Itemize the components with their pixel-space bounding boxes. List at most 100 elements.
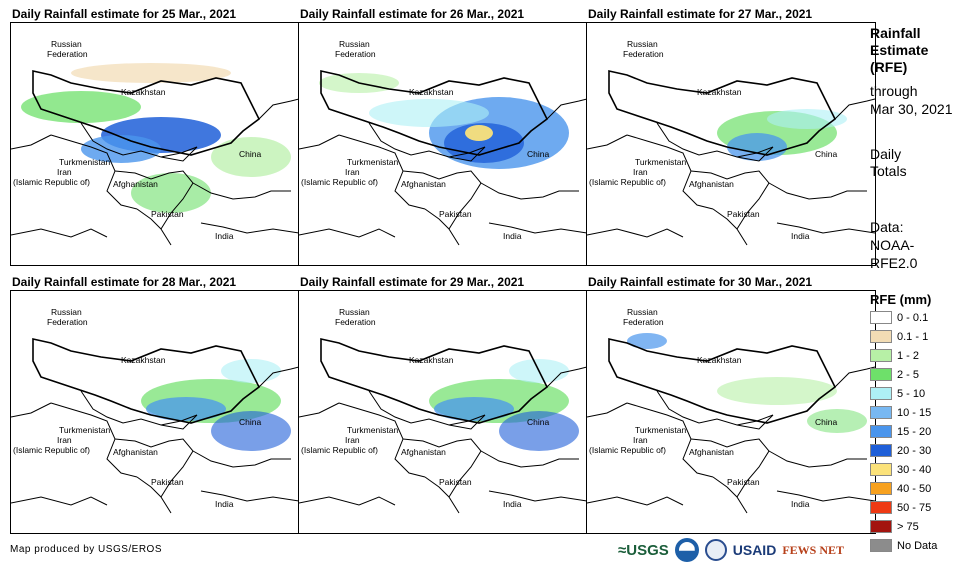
legend-swatch xyxy=(870,368,892,381)
legend-swatch xyxy=(870,444,892,457)
legend-swatch xyxy=(870,501,892,514)
country-border xyxy=(776,222,875,234)
rainfall-area xyxy=(21,91,141,123)
country-border xyxy=(40,376,152,416)
legend-label: 0 - 0.1 xyxy=(897,311,929,324)
country-label: Kazakhstan xyxy=(697,87,742,97)
country-label: Afghanistan xyxy=(689,179,734,189)
rainfall-map-3: Russian Federation Kazakhstan Turkmenistan C… xyxy=(586,22,876,266)
country-border xyxy=(736,146,774,162)
fews-net-logo: FEWS NET xyxy=(782,542,844,557)
country-border xyxy=(136,208,162,230)
country-border xyxy=(338,134,426,210)
country-border xyxy=(328,376,440,416)
country-border xyxy=(114,438,194,514)
country-border xyxy=(368,390,486,426)
country-border xyxy=(299,496,396,506)
rainfall-area xyxy=(131,173,211,213)
country-label: (Islamic Republic of) xyxy=(589,177,666,187)
sidebar-data-3: RFE2.0 xyxy=(870,255,918,271)
country-label: Iran xyxy=(345,167,360,177)
legend-item: 15 - 20 xyxy=(870,423,931,440)
country-label: (Islamic Republic of) xyxy=(301,177,378,187)
legend-item: 30 - 40 xyxy=(870,461,931,478)
country-label: Turkmenistan xyxy=(59,157,110,167)
rainfall-area xyxy=(465,125,493,141)
country-label: Afghanistan xyxy=(113,447,158,457)
rainfall-area xyxy=(767,109,847,129)
rainfall-area xyxy=(71,63,231,83)
country-border xyxy=(546,98,587,120)
legend-swatch xyxy=(870,463,892,476)
country-label: Russian xyxy=(51,39,82,49)
country-label: (Islamic Republic of) xyxy=(13,177,90,187)
country-label: Pakistan xyxy=(727,477,760,487)
legend-label: 1 - 2 xyxy=(897,349,920,362)
legend-swatch xyxy=(870,311,892,324)
country-label: India xyxy=(215,231,234,241)
country-label: India xyxy=(215,499,234,509)
country-label: Pakistan xyxy=(151,477,184,487)
usaid-seal-icon xyxy=(704,539,727,561)
country-border xyxy=(402,438,482,514)
country-label: Federation xyxy=(47,317,88,327)
country-border xyxy=(736,414,774,430)
legend-item: 0 - 0.1 xyxy=(870,309,928,326)
country-border xyxy=(488,222,587,234)
country-border xyxy=(587,402,628,418)
country-label: Afghanistan xyxy=(401,179,446,189)
country-label: Kazakhstan xyxy=(409,87,454,97)
panel-title-5: Daily Rainfall estimate for 29 Mar., 202… xyxy=(300,275,525,289)
panel-title-6: Daily Rainfall estimate for 30 Mar., 202… xyxy=(588,275,813,289)
country-border xyxy=(299,402,340,418)
country-border xyxy=(192,182,291,200)
country-label: Federation xyxy=(623,317,664,327)
country-label: China xyxy=(239,417,261,427)
rainfall-area xyxy=(211,137,291,177)
country-label: Russian xyxy=(339,307,370,317)
legend-swatch xyxy=(870,425,892,438)
legend-label: 20 - 30 xyxy=(897,444,932,457)
country-label: Iran xyxy=(57,435,72,445)
country-border xyxy=(587,496,684,506)
rainfall-area xyxy=(627,333,667,349)
country-border xyxy=(368,122,486,158)
country-border xyxy=(80,390,198,426)
country-border xyxy=(587,134,628,150)
country-border xyxy=(114,170,194,246)
country-label: India xyxy=(791,499,810,509)
country-border xyxy=(712,476,738,498)
legend-item: 40 - 50 xyxy=(870,480,931,497)
legend-label: 15 - 20 xyxy=(897,425,932,438)
country-border xyxy=(480,182,579,200)
country-border xyxy=(656,122,774,158)
country-border xyxy=(616,108,728,148)
country-label: India xyxy=(791,231,810,241)
country-border xyxy=(402,170,482,246)
legend-swatch xyxy=(870,406,892,419)
country-label: India xyxy=(503,499,522,509)
country-border xyxy=(546,366,587,388)
country-border xyxy=(328,108,440,148)
sidebar-title-1: Rainfall xyxy=(870,25,921,41)
legend-swatch xyxy=(870,330,892,343)
country-border xyxy=(200,490,299,502)
country-border xyxy=(834,366,875,388)
sidebar-totals-1: Daily xyxy=(870,146,902,162)
country-border xyxy=(768,182,867,200)
country-label: Federation xyxy=(623,49,664,59)
legend-item: 2 - 5 xyxy=(870,366,919,383)
country-border xyxy=(299,228,396,238)
country-border xyxy=(712,208,738,230)
legend-label: 40 - 50 xyxy=(897,482,932,495)
country-label: (Islamic Republic of) xyxy=(13,445,90,455)
panel-title-3: Daily Rainfall estimate for 27 Mar., 202… xyxy=(588,7,813,21)
country-label: Iran xyxy=(57,167,72,177)
country-label: China xyxy=(239,149,261,159)
legend-item: 0.1 - 1 xyxy=(870,328,928,345)
sidebar-through-date: Mar 30, 2021 xyxy=(870,101,953,117)
rainfall-area xyxy=(717,377,837,405)
